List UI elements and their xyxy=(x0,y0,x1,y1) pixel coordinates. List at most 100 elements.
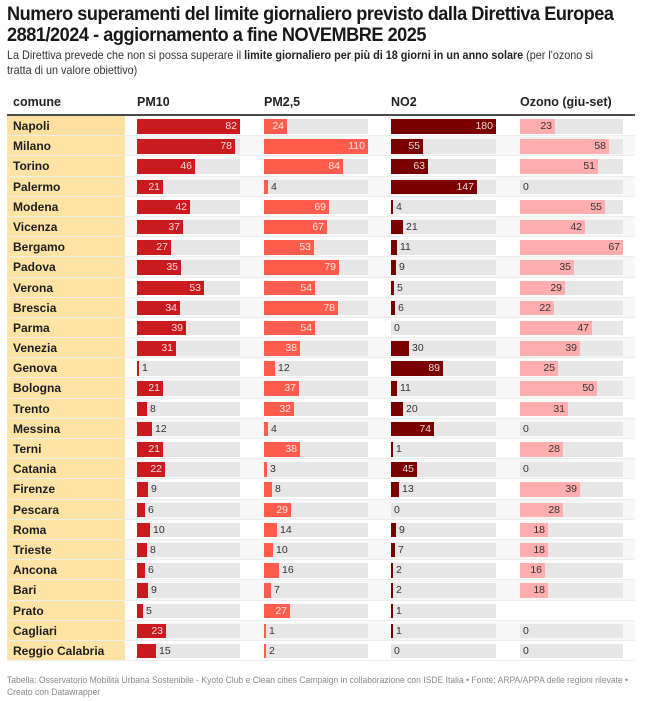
value-label: 8 xyxy=(275,483,281,496)
value-label: 89 xyxy=(428,362,440,375)
comune-name: Venezia xyxy=(7,338,125,358)
column-header-pm10[interactable]: PM10 xyxy=(137,95,170,109)
bar-cell-ozono: 16 xyxy=(520,563,623,578)
bar-no2 xyxy=(391,522,396,538)
table-row: Reggio Calabria 15 2 0 0 xyxy=(7,640,635,662)
comune-name: Verona xyxy=(7,277,125,297)
bar-cell-pm10: 8 xyxy=(137,542,240,558)
bar-pm10 xyxy=(137,159,195,174)
table-row: Bari 9 7 2 18 xyxy=(7,580,635,601)
bar-ozono xyxy=(520,401,568,417)
bar-no2 xyxy=(391,361,443,376)
value-label: 2 xyxy=(269,644,275,657)
bar-cell-pm10: 21 xyxy=(137,442,240,457)
value-label: 58 xyxy=(594,140,606,153)
bar-cell-ozono: 31 xyxy=(520,401,623,417)
bar-cell-pm10: 10 xyxy=(137,522,240,538)
bar-no2 xyxy=(391,341,409,356)
comune-name: Napoli xyxy=(7,116,125,136)
bar-no2 xyxy=(391,199,393,215)
comune-name: Milano xyxy=(7,136,125,156)
bar-cell-ozono: 0 xyxy=(520,179,623,195)
table-row: Trieste 8 10 7 18 xyxy=(7,539,635,561)
column-header-ozono[interactable]: Ozono (giu-set) xyxy=(520,95,612,109)
comune-name: Trento xyxy=(7,398,125,418)
bar-cell-pm2-5: 84 xyxy=(264,159,368,174)
bar-cell-ozono: 0 xyxy=(520,643,623,659)
value-label: 4 xyxy=(271,180,277,193)
bar-pm2-5 xyxy=(264,603,290,618)
value-label: 27 xyxy=(275,604,287,617)
bar-cell-pm10: 78 xyxy=(137,139,240,154)
bar-pm2-5 xyxy=(264,442,300,457)
comune-name: Genova xyxy=(7,358,125,378)
bar-cell-no2: 5 xyxy=(391,280,496,295)
table-row: Modena 42 69 4 55 xyxy=(7,196,635,217)
value-label: 37 xyxy=(168,220,180,233)
bar-pm10 xyxy=(137,119,240,134)
bar-cell-no2: 11 xyxy=(391,381,496,396)
value-label: 18 xyxy=(533,584,545,597)
bar-no2 xyxy=(391,240,397,255)
bar-no2 xyxy=(391,421,434,437)
value-label: 5 xyxy=(397,281,403,294)
bar-cell-ozono: 18 xyxy=(520,583,623,598)
bar-pm10 xyxy=(137,603,143,618)
bar-pm10 xyxy=(137,260,181,275)
bar-cell-ozono: 39 xyxy=(520,482,623,497)
bar-cell-pm2-5: 79 xyxy=(264,260,368,275)
bar-cell-pm2-5: 4 xyxy=(264,421,368,437)
bar-ozono xyxy=(520,280,565,295)
bar-cell-pm10: 6 xyxy=(137,502,240,518)
bar-cell-ozono: 35 xyxy=(520,260,623,275)
bar-cell-ozono: 0 xyxy=(520,623,623,639)
bar-pm2-5 xyxy=(264,583,271,598)
value-label: 1 xyxy=(396,624,402,637)
bar-cell-no2: 74 xyxy=(391,421,496,437)
bar-pm2-5 xyxy=(264,542,273,558)
bar-cell-ozono: 50 xyxy=(520,381,623,396)
bar-ozono xyxy=(520,341,580,356)
value-label: 54 xyxy=(300,321,312,334)
bar-cell-pm2-5: 1 xyxy=(264,623,368,639)
bar-cell-pm10: 15 xyxy=(137,643,240,659)
bar-cell-pm10: 23 xyxy=(137,623,240,639)
bar-pm10 xyxy=(137,502,145,518)
bar-pm2-5 xyxy=(264,159,343,174)
bar-pm2-5 xyxy=(264,119,287,134)
value-label: 0 xyxy=(523,463,529,476)
column-header-pm25[interactable]: PM2,5 xyxy=(264,95,301,109)
bar-pm2-5 xyxy=(264,502,291,518)
bar-ozono xyxy=(520,502,563,518)
bar-pm10 xyxy=(137,219,183,235)
comune-name: Cagliari xyxy=(7,620,125,640)
comune-name: Catania xyxy=(7,459,125,479)
value-label: 6 xyxy=(148,503,154,516)
bar-cell-no2: 7 xyxy=(391,542,496,558)
bar-pm10 xyxy=(137,240,171,255)
value-label: 39 xyxy=(565,483,577,496)
bar-pm10 xyxy=(137,280,204,295)
bar-cell-ozono: 0 xyxy=(520,462,623,477)
value-label: 78 xyxy=(220,140,232,153)
bar-pm10 xyxy=(137,139,235,154)
bar-no2 xyxy=(391,482,399,497)
bar-cell-pm2-5: 38 xyxy=(264,341,368,356)
comune-name: Reggio Calabria xyxy=(7,640,125,661)
subtitle-text: La Direttiva prevede che non si possa su… xyxy=(7,48,245,62)
bar-cell-pm2-5: 54 xyxy=(264,320,368,336)
bar-cell-pm2-5: 4 xyxy=(264,179,368,195)
bar-cell-pm2-5: 54 xyxy=(264,280,368,295)
bar-no2 xyxy=(391,583,393,598)
value-label: 31 xyxy=(553,402,565,415)
table-row: Palermo 21 4 147 0 xyxy=(7,176,635,197)
column-header-no2[interactable]: NO2 xyxy=(391,95,417,109)
bar-cell-pm10: 42 xyxy=(137,199,240,215)
bar-ozono xyxy=(520,320,592,336)
value-label: 9 xyxy=(151,483,157,496)
bar-no2 xyxy=(391,381,397,396)
bar-cell-pm10: 1 xyxy=(137,361,240,376)
bar-pm2-5 xyxy=(264,341,300,356)
column-header-comune[interactable]: comune xyxy=(13,95,61,109)
bar-cell-ozono: 51 xyxy=(520,159,623,174)
